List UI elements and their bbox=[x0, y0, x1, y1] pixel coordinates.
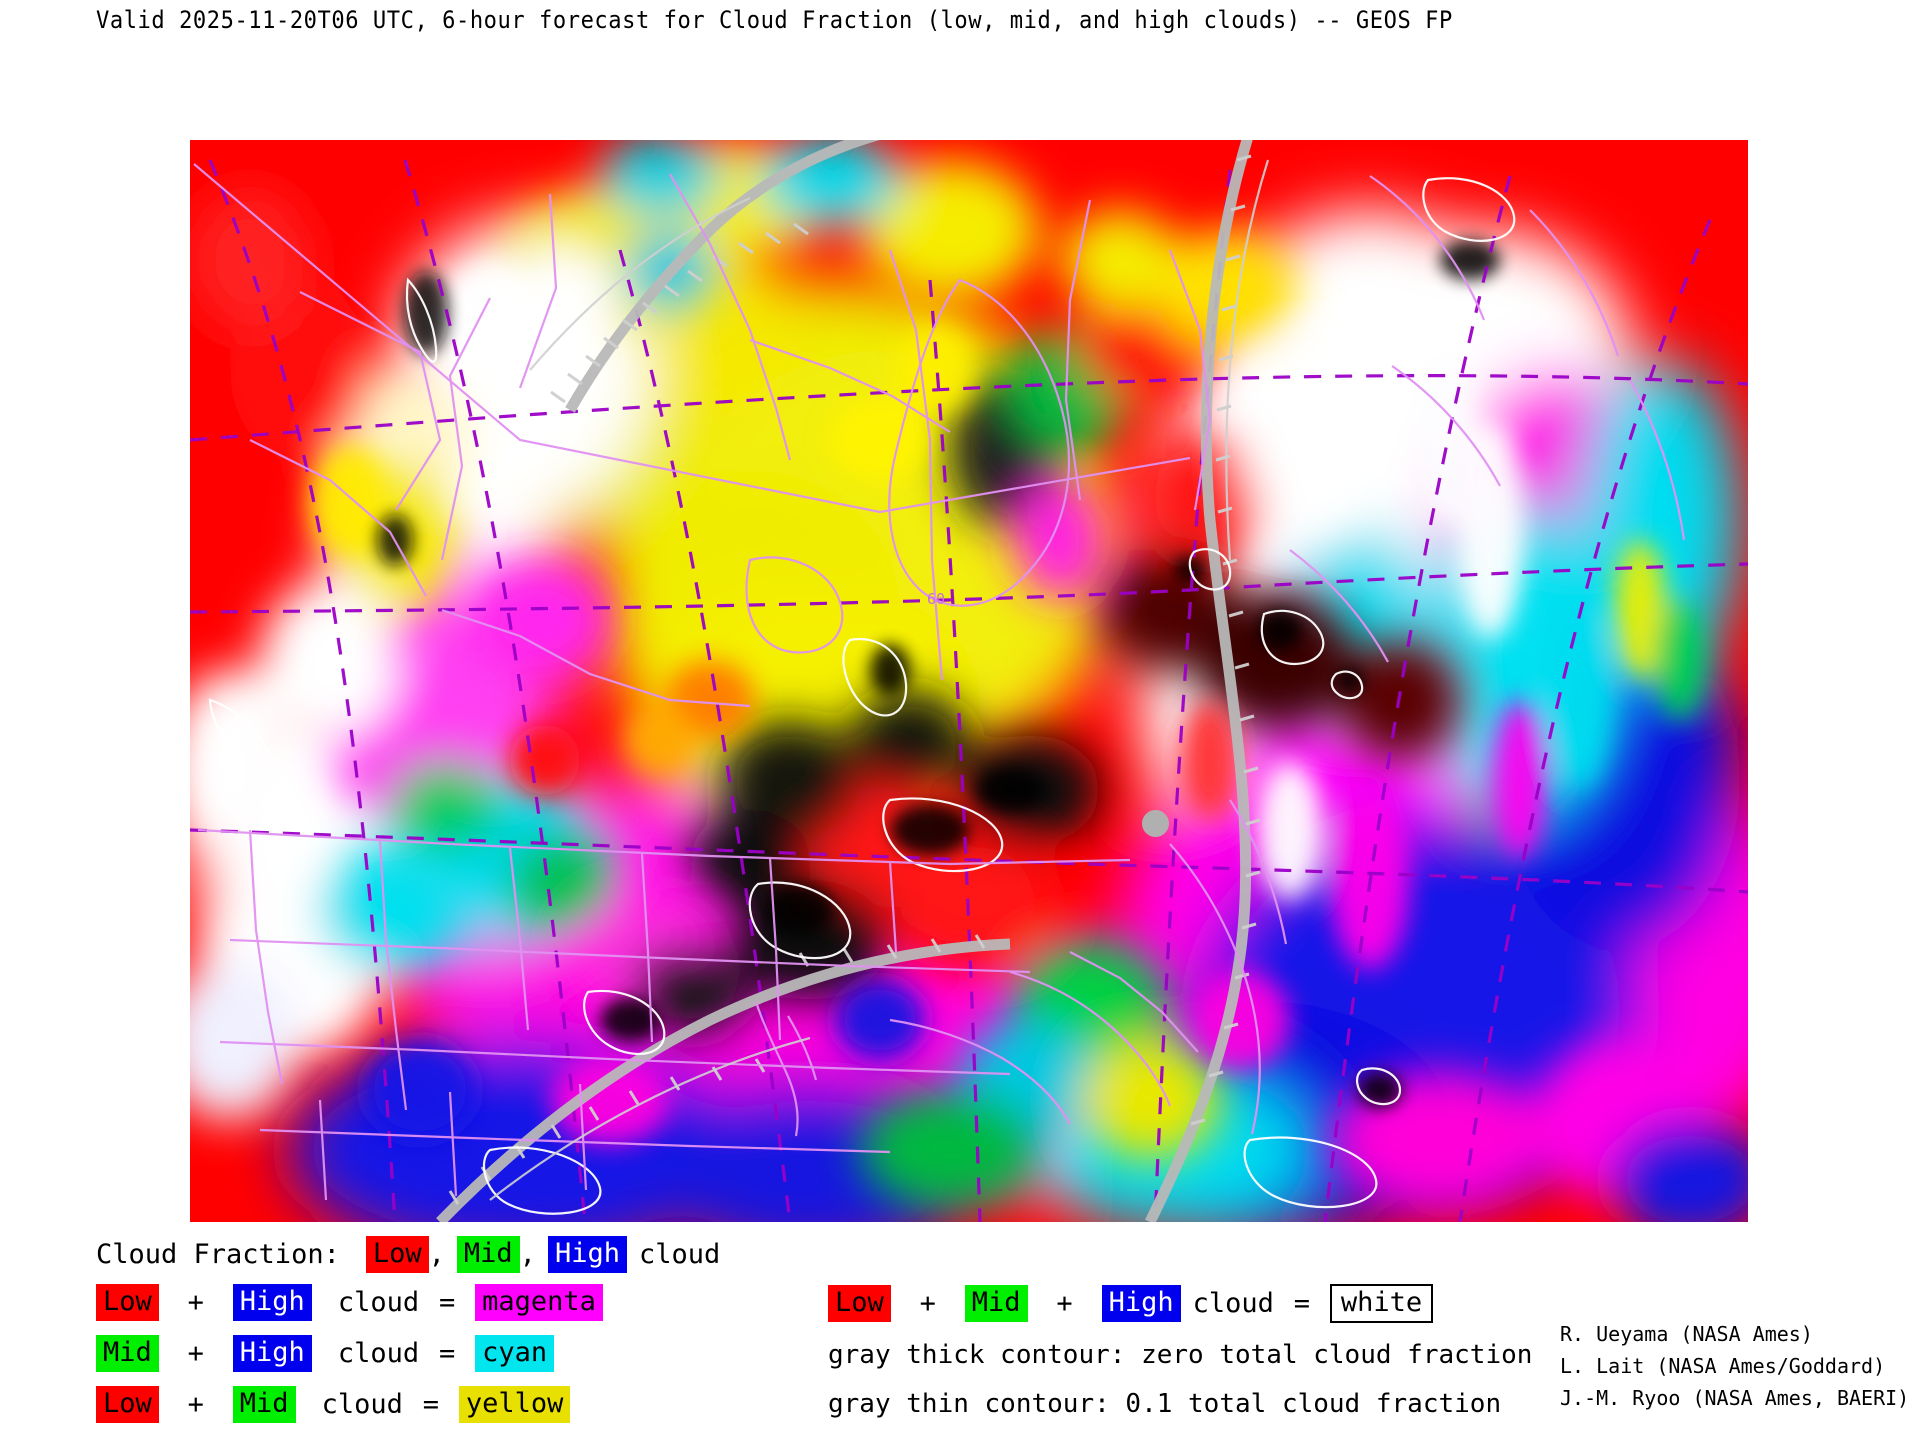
legend-triple-c: High bbox=[1101, 1285, 1181, 1322]
title-bar: Valid 2025-11-20T06 UTC, 6-hour forecast… bbox=[0, 0, 1920, 46]
legend-row2-a: Low bbox=[96, 1386, 159, 1423]
legend-row-magenta: Low + High cloud = magenta bbox=[96, 1284, 603, 1321]
legend-row1-a: Mid bbox=[96, 1335, 159, 1372]
credit-line-1: R. Ueyama (NASA Ames) bbox=[1560, 1322, 1813, 1346]
legend-row0-b: High bbox=[232, 1284, 312, 1321]
legend-triple-op2: + bbox=[1056, 1288, 1073, 1319]
legend-heading-suffix: cloud bbox=[638, 1239, 721, 1270]
legend-row-yellow: Low + Mid cloud = yellow bbox=[96, 1386, 571, 1423]
latitude-label-60: 60 bbox=[927, 590, 946, 608]
legend-comma-1: , bbox=[428, 1239, 445, 1270]
legend-heading-prefix: Cloud Fraction: bbox=[96, 1239, 340, 1270]
cloud-fraction-map[interactable]: 60 bbox=[190, 140, 1748, 1222]
site-marker[interactable] bbox=[1142, 810, 1169, 837]
legend-row1-eq: = bbox=[438, 1338, 456, 1369]
legend-chip-low: Low bbox=[365, 1236, 429, 1273]
legend-row0-op1: + bbox=[187, 1287, 204, 1318]
page-title: Valid 2025-11-20T06 UTC, 6-hour forecast… bbox=[96, 6, 1453, 34]
legend-note-thin-contour: gray thin contour: 0.1 total cloud fract… bbox=[828, 1389, 1501, 1419]
legend-comma-2: , bbox=[519, 1239, 536, 1270]
legend-heading: Cloud Fraction: Low , Mid , High cloud bbox=[96, 1236, 720, 1273]
legend-triple-eq: = bbox=[1293, 1288, 1310, 1319]
legend-triple-b: Mid bbox=[964, 1285, 1028, 1322]
point-one-cloud-contour bbox=[489, 159, 1270, 1201]
legend: Cloud Fraction: Low , Mid , High cloud L… bbox=[0, 1232, 1920, 1440]
legend-row1-b: High bbox=[232, 1335, 312, 1372]
credit-line-3: J.-M. Ryoo (NASA Ames, BAERI) bbox=[1560, 1386, 1910, 1410]
zero-cloud-contour-ticks bbox=[448, 154, 1261, 1205]
legend-row2-word: cloud bbox=[321, 1389, 403, 1420]
legend-note-thin-text: gray thin contour: 0.1 total cloud fract… bbox=[828, 1389, 1502, 1419]
graticule bbox=[190, 159, 1748, 1222]
legend-row-white: Low + Mid + High cloud = white bbox=[828, 1284, 1434, 1323]
legend-row-cyan: Mid + High cloud = cyan bbox=[96, 1335, 555, 1372]
legend-row0-word: cloud bbox=[337, 1287, 420, 1318]
legend-triple-op1: + bbox=[919, 1288, 936, 1319]
coastline-white bbox=[208, 177, 1516, 1215]
map-vector-overlay bbox=[190, 140, 1748, 1222]
legend-chip-high: High bbox=[547, 1236, 627, 1273]
political-boundaries bbox=[193, 163, 1686, 1201]
legend-triple-word: cloud bbox=[1192, 1288, 1274, 1319]
legend-row1-op1: + bbox=[187, 1338, 204, 1369]
legend-row2-b: Mid bbox=[232, 1386, 296, 1423]
legend-triple-result: white bbox=[1329, 1284, 1434, 1323]
zero-cloud-contour bbox=[436, 140, 1253, 1222]
legend-row2-eq: = bbox=[422, 1389, 439, 1420]
legend-row1-result: cyan bbox=[475, 1335, 555, 1372]
legend-row2-result: yellow bbox=[458, 1386, 571, 1423]
legend-row0-result: magenta bbox=[475, 1284, 603, 1321]
legend-chip-mid: Mid bbox=[456, 1236, 520, 1273]
legend-row2-op1: + bbox=[187, 1389, 204, 1420]
credit-line-2: L. Lait (NASA Ames/Goddard) bbox=[1560, 1354, 1886, 1378]
legend-row0-eq: = bbox=[438, 1287, 456, 1318]
legend-note-zero-contour: gray thick contour: zero total cloud fra… bbox=[828, 1340, 1532, 1370]
credits: R. Ueyama (NASA Ames) L. Lait (NASA Ames… bbox=[1560, 1318, 1909, 1414]
legend-row0-a: Low bbox=[96, 1284, 159, 1321]
legend-triple-a: Low bbox=[828, 1285, 891, 1322]
legend-row1-word: cloud bbox=[337, 1338, 420, 1369]
legend-note-zero-text: gray thick contour: zero total cloud fra… bbox=[828, 1340, 1533, 1370]
